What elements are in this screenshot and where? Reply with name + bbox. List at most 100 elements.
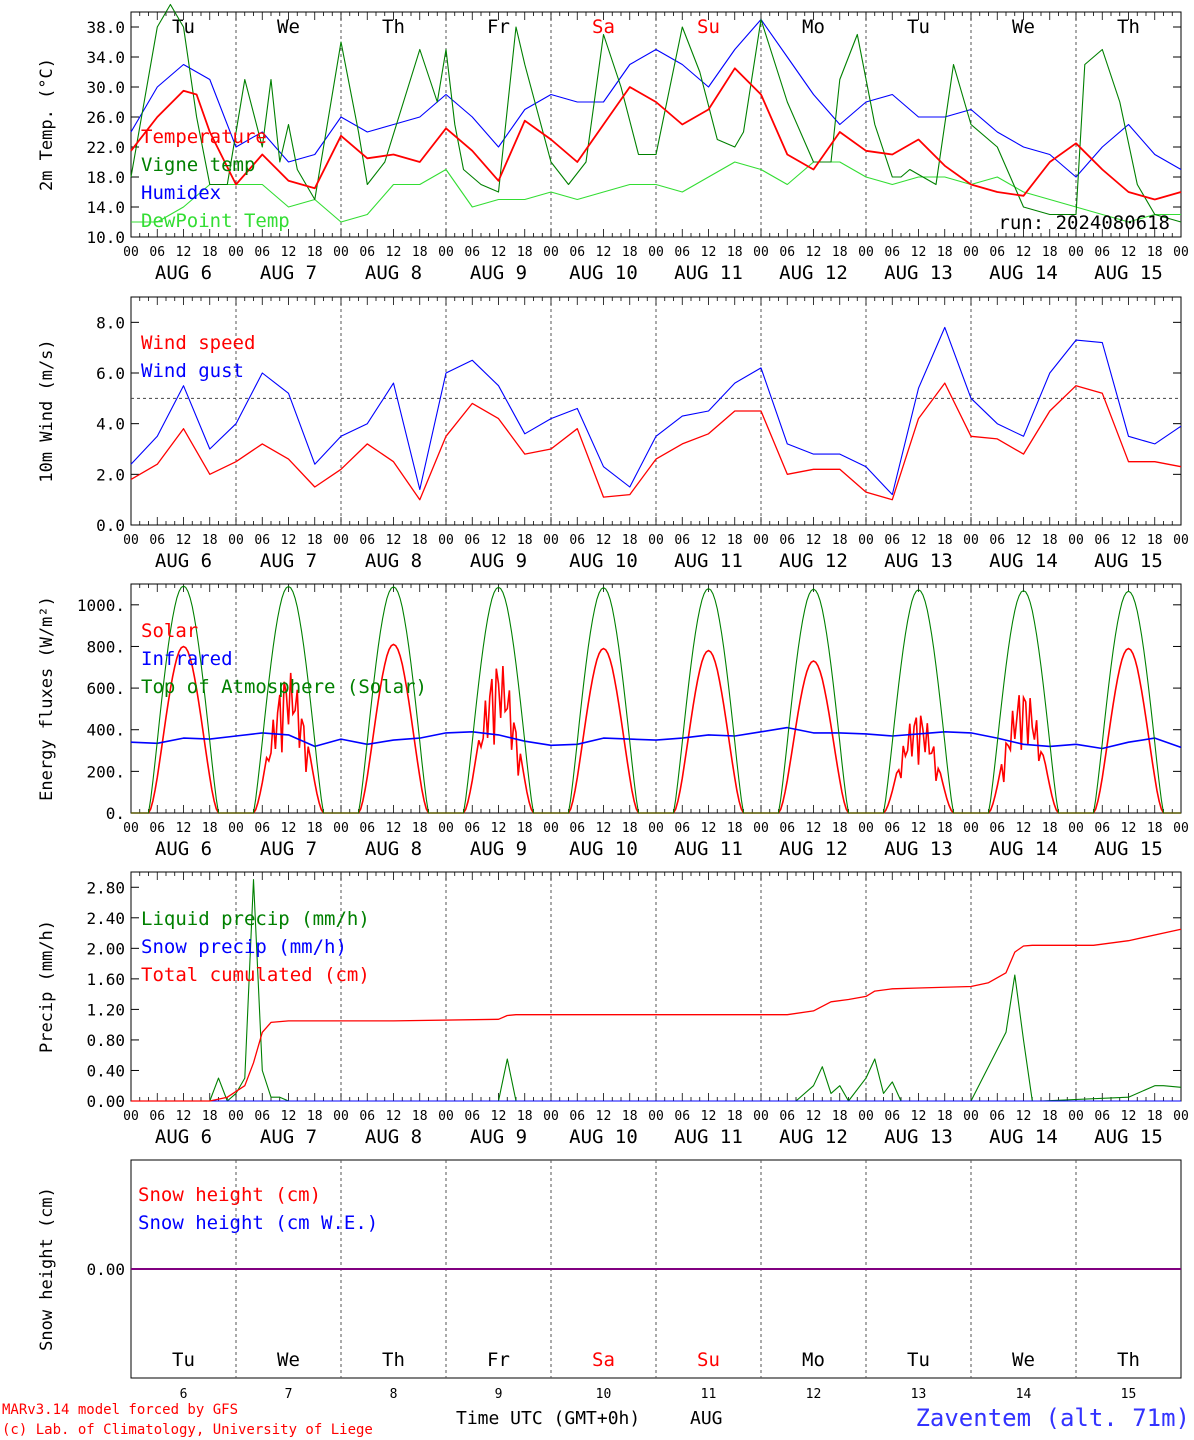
date-label: AUG 9 (470, 262, 527, 284)
bottom-day-number: 11 (701, 1387, 717, 1402)
legend-entry: Wind speed (141, 332, 255, 354)
hour-tick-label: 12 (386, 821, 402, 836)
hour-tick-label: 18 (307, 821, 323, 836)
hour-tick-label: 18 (1147, 821, 1163, 836)
legend-entry: Liquid precip (mm/h) (141, 908, 370, 930)
hour-tick-label: 12 (386, 245, 402, 260)
y-tick-label: 4.0 (96, 415, 125, 434)
hour-tick-label: 12 (281, 533, 297, 548)
hour-tick-label: 06 (254, 533, 270, 548)
date-label: AUG 13 (884, 262, 953, 284)
hour-tick-label: 06 (1094, 245, 1110, 260)
y-axis-label: Precip (mm/h) (37, 920, 57, 1053)
y-tick-label: 1.20 (86, 1000, 125, 1019)
hour-tick-label: 18 (412, 1109, 428, 1124)
hour-tick-label: 06 (884, 245, 900, 260)
hour-tick-label: 06 (464, 533, 480, 548)
y-tick-label: 22.0 (86, 138, 125, 157)
hour-tick-label: 12 (1121, 1109, 1137, 1124)
hour-tick-label: 18 (937, 1109, 953, 1124)
hour-tick-label: 12 (491, 245, 507, 260)
day-name-label: We (277, 16, 300, 38)
hour-tick-label: 06 (989, 821, 1005, 836)
y-tick-label: 0.0 (96, 516, 125, 535)
hour-tick-label: 00 (648, 533, 664, 548)
date-label: AUG 15 (1094, 838, 1163, 860)
y-axis-label: 2m Temp. (°C) (37, 58, 57, 191)
hour-tick-label: 00 (1173, 821, 1189, 836)
hour-tick-label: 18 (832, 1109, 848, 1124)
bottom-day-name: We (277, 1349, 300, 1371)
bottom-day-name: Tu (907, 1349, 930, 1371)
hour-tick-label: 18 (412, 245, 428, 260)
day-name-label: Tu (907, 16, 930, 38)
date-label: AUG 15 (1094, 1126, 1163, 1148)
hour-tick-label: 18 (727, 245, 743, 260)
date-label: AUG 6 (155, 262, 212, 284)
hour-tick-label: 12 (1016, 533, 1032, 548)
hour-tick-label: 12 (491, 1109, 507, 1124)
hour-tick-label: 12 (701, 821, 717, 836)
series-vigne-temp (130, 3, 1182, 223)
date-label: AUG 12 (779, 1126, 848, 1148)
date-label: AUG 10 (569, 838, 638, 860)
date-label: AUG 8 (365, 550, 422, 572)
bottom-day-name: Th (382, 1349, 405, 1371)
date-label: AUG 6 (155, 838, 212, 860)
hour-tick-label: 12 (176, 533, 192, 548)
hour-tick-label: 06 (149, 821, 165, 836)
y-tick-label: 0.00 (86, 1260, 125, 1279)
model-credit: MARv3.14 model forced by GFS (2, 1402, 238, 1418)
hour-tick-label: 18 (727, 821, 743, 836)
hour-tick-label: 06 (779, 1109, 795, 1124)
bottom-day-name: Th (1117, 1349, 1140, 1371)
hour-tick-label: 00 (858, 821, 874, 836)
hour-tick-label: 06 (1094, 533, 1110, 548)
legend-entry: Temperature (141, 126, 267, 148)
date-label: AUG 13 (884, 838, 953, 860)
hour-tick-label: 06 (359, 245, 375, 260)
legend-entry: Vigne temp (141, 154, 255, 176)
bottom-day-number: 13 (911, 1387, 927, 1402)
hour-tick-label: 00 (333, 1109, 349, 1124)
bottom-day-name: Fr (487, 1349, 510, 1371)
date-label: AUG 11 (674, 262, 743, 284)
run-label: run: 2024080618 (998, 212, 1170, 234)
date-label: AUG 6 (155, 550, 212, 572)
hour-tick-label: 18 (727, 1109, 743, 1124)
date-label: AUG 6 (155, 1126, 212, 1148)
y-tick-label: 30.0 (86, 78, 125, 97)
hour-tick-label: 12 (806, 821, 822, 836)
hour-tick-label: 00 (543, 1109, 559, 1124)
hour-tick-label: 18 (727, 533, 743, 548)
day-name-label: Su (697, 16, 720, 38)
date-label: AUG 10 (569, 1126, 638, 1148)
bottom-day-number: 12 (806, 1387, 822, 1402)
hour-tick-label: 00 (123, 821, 139, 836)
hour-tick-label: 18 (517, 533, 533, 548)
series-wind-speed (130, 382, 1182, 501)
hour-tick-label: 18 (1147, 245, 1163, 260)
date-label: AUG 11 (674, 838, 743, 860)
hour-tick-label: 00 (648, 821, 664, 836)
hour-tick-label: 06 (989, 1109, 1005, 1124)
hour-tick-label: 18 (937, 821, 953, 836)
hour-tick-label: 00 (1068, 245, 1084, 260)
hour-tick-label: 00 (648, 1109, 664, 1124)
date-label: AUG 7 (260, 838, 317, 860)
bottom-day-name: We (1012, 1349, 1035, 1371)
date-label: AUG 13 (884, 1126, 953, 1148)
hour-tick-label: 00 (333, 245, 349, 260)
hour-tick-label: 06 (884, 821, 900, 836)
y-tick-label: 14.0 (86, 198, 125, 217)
y-tick-label: 6.0 (96, 364, 125, 383)
hour-tick-label: 12 (1016, 1109, 1032, 1124)
date-label: AUG 11 (674, 550, 743, 572)
y-tick-label: 200. (86, 762, 125, 781)
hour-tick-label: 18 (517, 245, 533, 260)
hour-tick-label: 12 (701, 245, 717, 260)
date-label: AUG 12 (779, 550, 848, 572)
date-label: AUG 7 (260, 1126, 317, 1148)
hour-tick-label: 12 (281, 821, 297, 836)
hour-tick-label: 18 (202, 245, 218, 260)
